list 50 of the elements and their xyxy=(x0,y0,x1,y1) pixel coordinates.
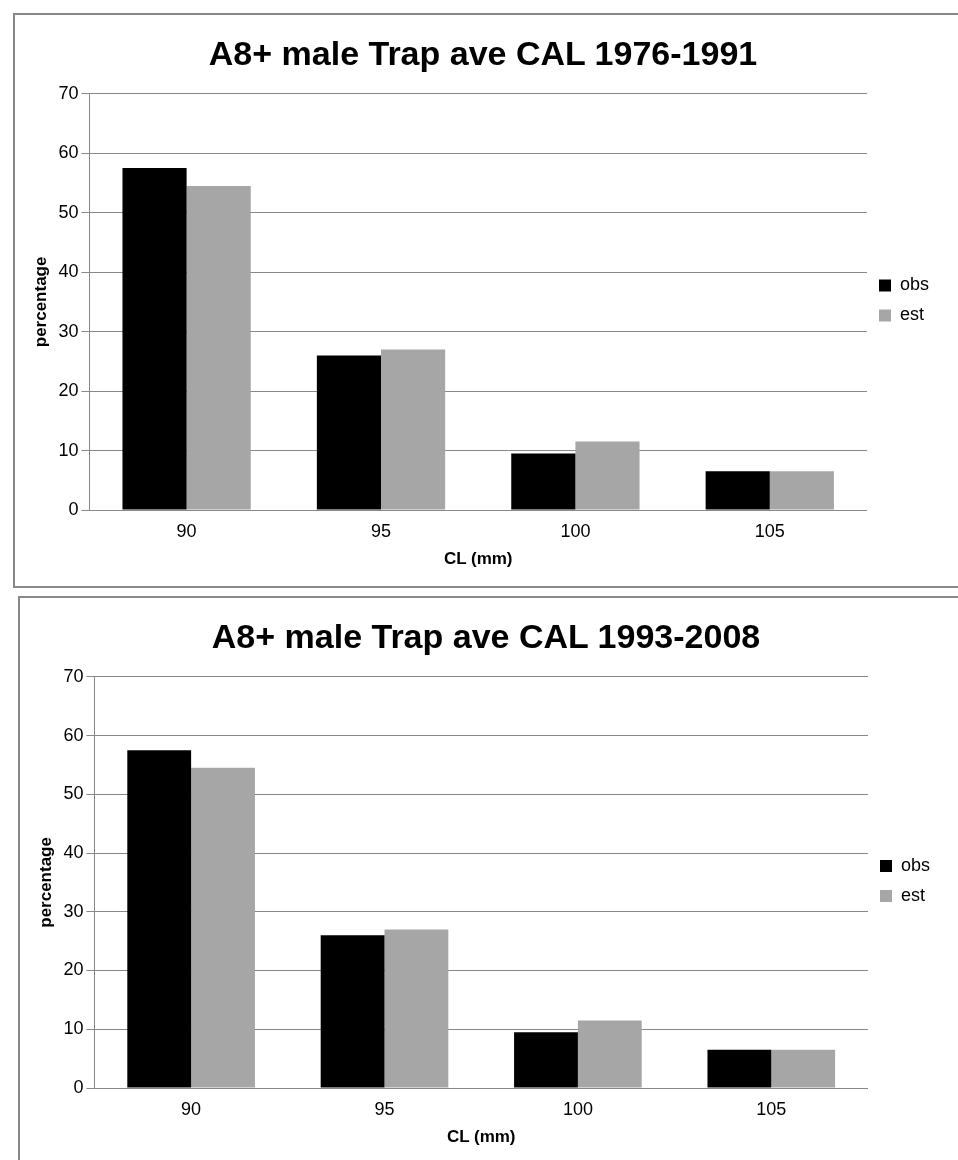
chart-title: A8+ male Trap ave CAL 1976-1991 xyxy=(208,33,758,72)
bar xyxy=(122,168,187,510)
bar xyxy=(191,767,255,1088)
y-tick-label: 30 xyxy=(63,900,84,921)
x-tick-label: 100 xyxy=(562,1098,593,1119)
bar xyxy=(127,750,192,1088)
bar xyxy=(707,1049,772,1088)
y-tick-label: 10 xyxy=(63,1018,84,1039)
x-tick-label: 95 xyxy=(374,1098,395,1119)
y-tick-label: 60 xyxy=(63,724,84,745)
x-tick-label: 100 xyxy=(560,520,591,541)
x-tick-label: 90 xyxy=(176,520,197,541)
y-axis-title: percentage xyxy=(30,256,50,348)
y-tick-label: 40 xyxy=(63,842,84,862)
bar xyxy=(771,1049,836,1088)
y-tick-label: 20 xyxy=(58,380,79,401)
bar xyxy=(381,349,446,510)
bar xyxy=(514,1032,578,1088)
legend-label: obs xyxy=(899,274,930,295)
y-tick-label: 50 xyxy=(58,201,79,222)
bar xyxy=(705,471,770,510)
y-tick-label: 70 xyxy=(58,82,79,103)
legend-label: est xyxy=(899,304,924,325)
y-tick-label: 50 xyxy=(63,783,84,804)
bar xyxy=(577,1020,642,1088)
chart-title: A8+ male Trap ave CAL 1993-2008 xyxy=(211,616,761,655)
bar xyxy=(769,471,834,510)
bar xyxy=(575,441,640,510)
y-axis-title: percentage xyxy=(35,837,55,928)
x-axis-title: CL (mm) xyxy=(446,1127,516,1147)
y-tick-label: 30 xyxy=(58,320,79,341)
bar xyxy=(384,929,449,1088)
y-tick-label: 0 xyxy=(73,1076,84,1097)
y-tick-label: 40 xyxy=(58,261,79,282)
y-tick-label: 20 xyxy=(63,959,84,980)
y-tick-label: 0 xyxy=(68,498,79,519)
legend-label: est xyxy=(900,884,925,905)
x-tick-label: 90 xyxy=(181,1098,202,1119)
bar xyxy=(320,935,385,1088)
y-tick-label: 10 xyxy=(58,439,79,460)
bar xyxy=(186,185,251,510)
legend-label: obs xyxy=(900,854,931,875)
x-axis-title: CL (mm) xyxy=(443,549,513,569)
y-tick-label: 70 xyxy=(63,665,84,686)
bar xyxy=(316,355,382,510)
y-tick-label: 60 xyxy=(58,142,79,163)
x-tick-label: 105 xyxy=(756,1098,787,1119)
x-tick-label: 105 xyxy=(754,520,785,541)
x-tick-label: 95 xyxy=(370,520,392,541)
bar xyxy=(511,453,576,510)
